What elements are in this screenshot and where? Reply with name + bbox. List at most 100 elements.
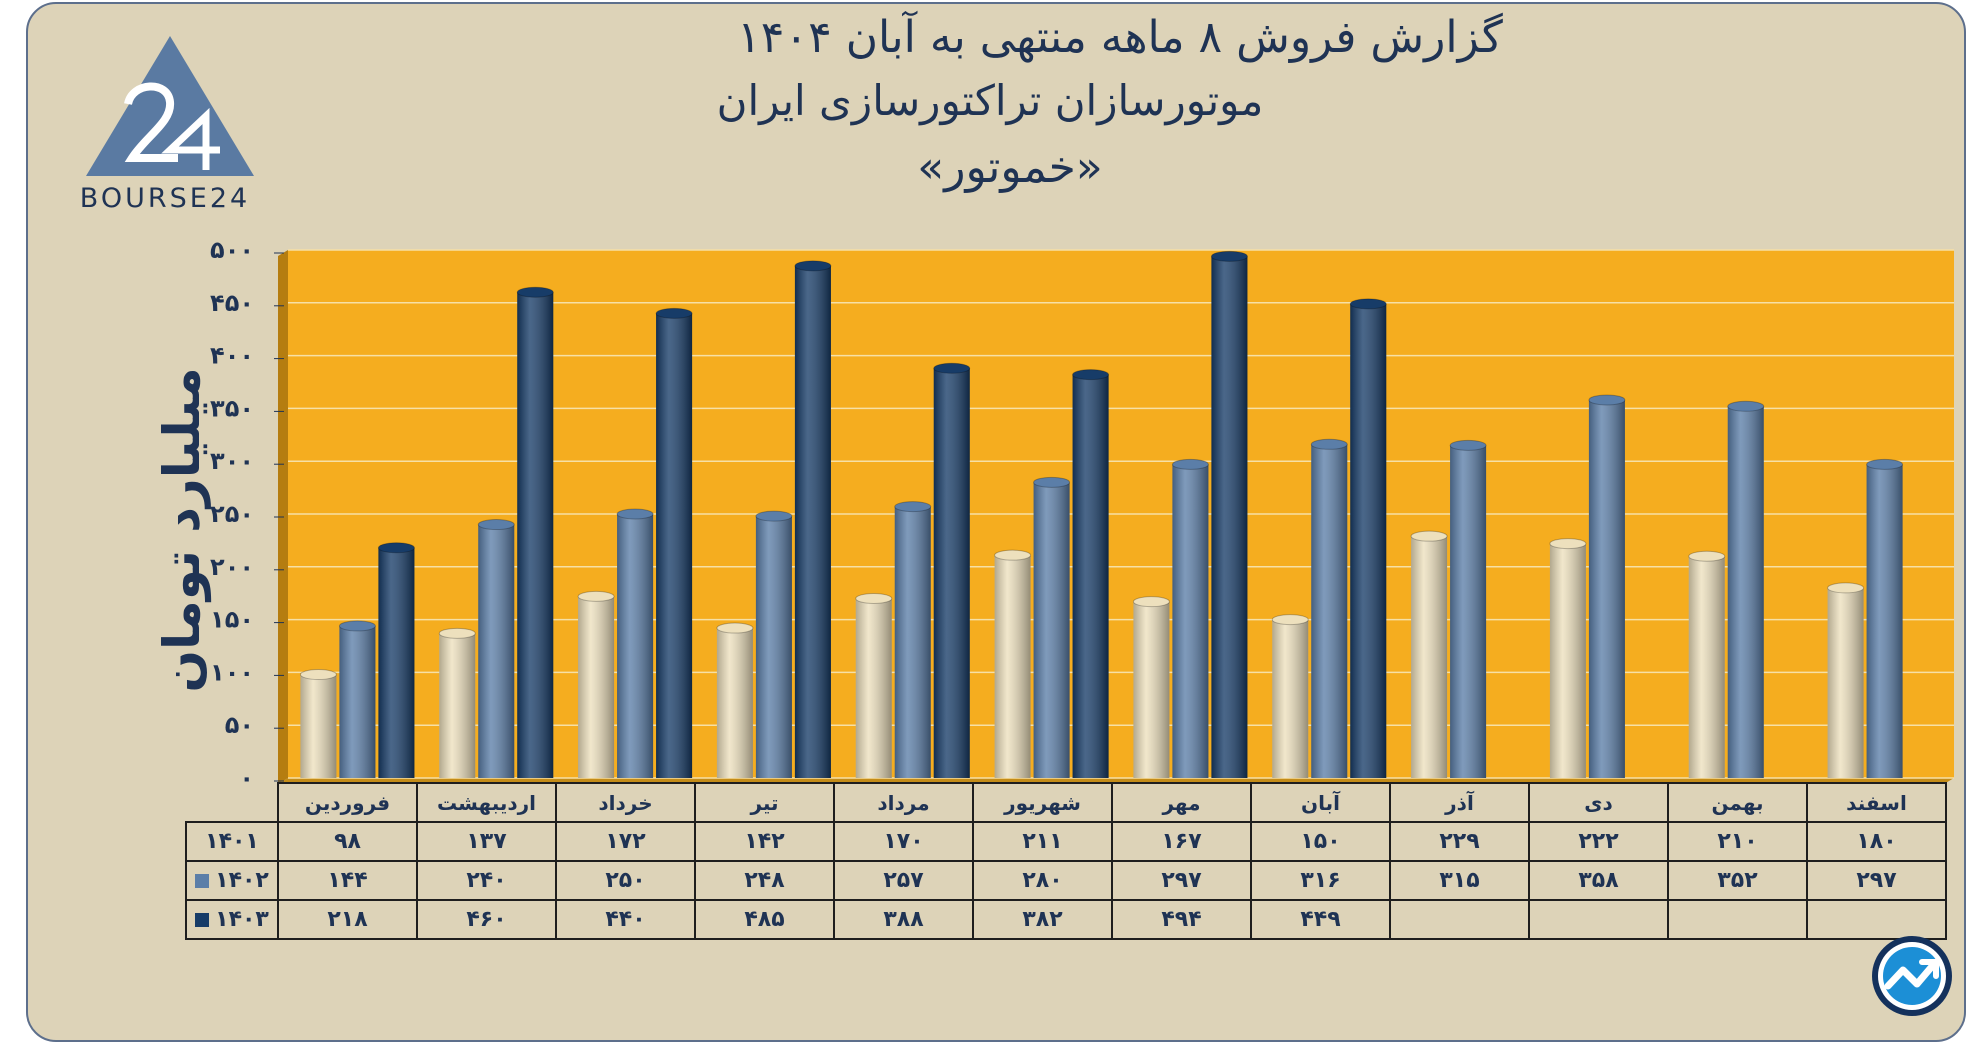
bar-shading [855, 598, 892, 778]
data-label: ۱۶۷ [1111, 821, 1252, 862]
logo-text: BOURSE24 [79, 183, 251, 214]
bar-shading [1450, 445, 1487, 778]
bar-top [616, 508, 654, 520]
data-label: ۲۹۷ [1111, 860, 1252, 901]
data-label: ۳۱۶ [1250, 860, 1391, 901]
bar-top [933, 362, 971, 374]
data-label: ۴۸۵ [694, 899, 835, 940]
data-label: ۳۵۲ [1667, 860, 1808, 901]
bar-top [1072, 369, 1110, 381]
bar-top [794, 260, 832, 272]
bar-top [1132, 596, 1170, 608]
data-label: ۲۲۹ [1389, 821, 1530, 862]
bar-top [438, 627, 476, 639]
data-label: ۲۹۷ [1806, 860, 1947, 901]
data-label [1667, 899, 1808, 940]
bar-shading [439, 633, 476, 778]
table-header-row: فروردین اردیبهشت خرداد تیر مرداد شهریور … [186, 782, 1947, 823]
data-label: ۳۱۵ [1389, 860, 1530, 901]
y-tick-label: ۳۵۰ [210, 394, 254, 422]
bar-top [1349, 298, 1387, 310]
y-tick-label: ۱۰۰ [210, 658, 254, 686]
bar-shading [1688, 556, 1725, 778]
bar-shading [933, 368, 970, 778]
data-label [1806, 899, 1947, 940]
data-label: ۲۱۰ [1667, 821, 1808, 862]
y-tick-label: ۵۰۰ [210, 236, 254, 264]
bar-top [1410, 530, 1448, 542]
series-legend-1401: ۱۴۰۱ [185, 821, 279, 862]
bar-top [338, 620, 376, 632]
table-row-1401: ۱۴۰۱ ۹۸ ۱۳۷ ۱۷۲ ۱۴۲ ۱۷۰ ۲۱۱ ۱۶۷ ۱۵۰ ۲۲۹ … [185, 821, 1947, 862]
bar-top [1310, 438, 1348, 450]
data-label: ۲۱۱ [972, 821, 1113, 862]
data-label [1389, 899, 1530, 940]
bar-shading [1411, 536, 1448, 778]
data-label: ۹۸ [277, 821, 418, 862]
chart-subtitle: موتورسازان تراکتورسازی ایران [716, 76, 1264, 125]
bar-shading [1172, 464, 1209, 778]
bar-top [1449, 439, 1487, 451]
month-header: اسفند [1806, 782, 1947, 823]
data-label: ۲۴۸ [694, 860, 835, 901]
data-label: ۴۴۹ [1250, 899, 1391, 940]
month-header: شهریور [972, 782, 1113, 823]
month-header: مهر [1111, 782, 1252, 823]
data-label: ۲۲۲ [1528, 821, 1669, 862]
company-symbol: «خموتور» [917, 142, 1103, 193]
data-label: ۴۹۴ [1111, 899, 1252, 940]
table-row-1403: ۱۴۰۳ ۲۱۸ ۴۶۰ ۴۴۰ ۴۸۵ ۳۸۸ ۳۸۲ ۴۹۴ ۴۴۹ [185, 899, 1947, 940]
bar-shading [378, 547, 415, 778]
bar-shading [794, 265, 831, 779]
bar-shading [1133, 601, 1170, 778]
data-label: ۱۵۰ [1250, 821, 1391, 862]
trend-badge-icon [1872, 936, 1952, 1016]
bar-top [755, 510, 793, 522]
y-tick-label: ۳۰۰ [210, 447, 254, 475]
month-header: فروردین [277, 782, 418, 823]
y-tick-label: ۲۵۰ [210, 500, 254, 528]
bar-top [1588, 394, 1626, 406]
data-label: ۳۸۸ [833, 899, 974, 940]
bar-top [894, 501, 932, 513]
month-header: تیر [694, 782, 835, 823]
data-label: ۱۳۷ [416, 821, 557, 862]
y-tick-label: ۲۰۰ [210, 553, 254, 581]
data-label: ۲۵۷ [833, 860, 974, 901]
bar-shading [1866, 464, 1903, 778]
bar-shading [617, 514, 654, 778]
bar-top [477, 519, 515, 531]
bar-top [1688, 550, 1726, 562]
month-header: مرداد [833, 782, 974, 823]
bar-top [855, 592, 893, 604]
data-table: فروردین اردیبهشت خرداد تیر مرداد شهریور … [185, 782, 1947, 940]
month-header: دی [1528, 782, 1669, 823]
bar-top [994, 549, 1032, 561]
data-label: ۳۸۲ [972, 899, 1113, 940]
table-row-1402: ۱۴۰۲ ۱۴۴ ۲۴۰ ۲۵۰ ۲۴۸ ۲۵۷ ۲۸۰ ۲۹۷ ۳۱۶ ۳۱۵… [185, 860, 1947, 901]
bar-shading [1033, 482, 1070, 778]
bar-top [577, 590, 615, 602]
data-label: ۳۵۸ [1528, 860, 1669, 901]
bar-shading [300, 674, 337, 778]
data-label: ۱۴۲ [694, 821, 835, 862]
bar-shading [894, 506, 931, 778]
bar-shading [716, 628, 753, 778]
data-label: ۲۵۰ [555, 860, 696, 901]
legend-swatch-1402 [195, 874, 210, 888]
bar-shading [755, 516, 792, 778]
series-legend-1403: ۱۴۰۳ [185, 899, 279, 940]
month-header: بهمن [1667, 782, 1808, 823]
bar-top [516, 286, 554, 298]
bar-shading [339, 625, 376, 778]
bar-shading [1588, 399, 1625, 778]
data-label: ۱۷۲ [555, 821, 696, 862]
y-tick-label: ۱۵۰ [210, 606, 254, 634]
bar-top [1866, 458, 1904, 470]
data-label: ۱۷۰ [833, 821, 974, 862]
bar-shading [656, 313, 693, 778]
chart-title: گزارش فروش ۸ ماهه منتهی به آبان ۱۴۰۴ [737, 12, 1503, 63]
data-label: ۱۴۴ [277, 860, 418, 901]
bar-shading [1311, 444, 1348, 778]
